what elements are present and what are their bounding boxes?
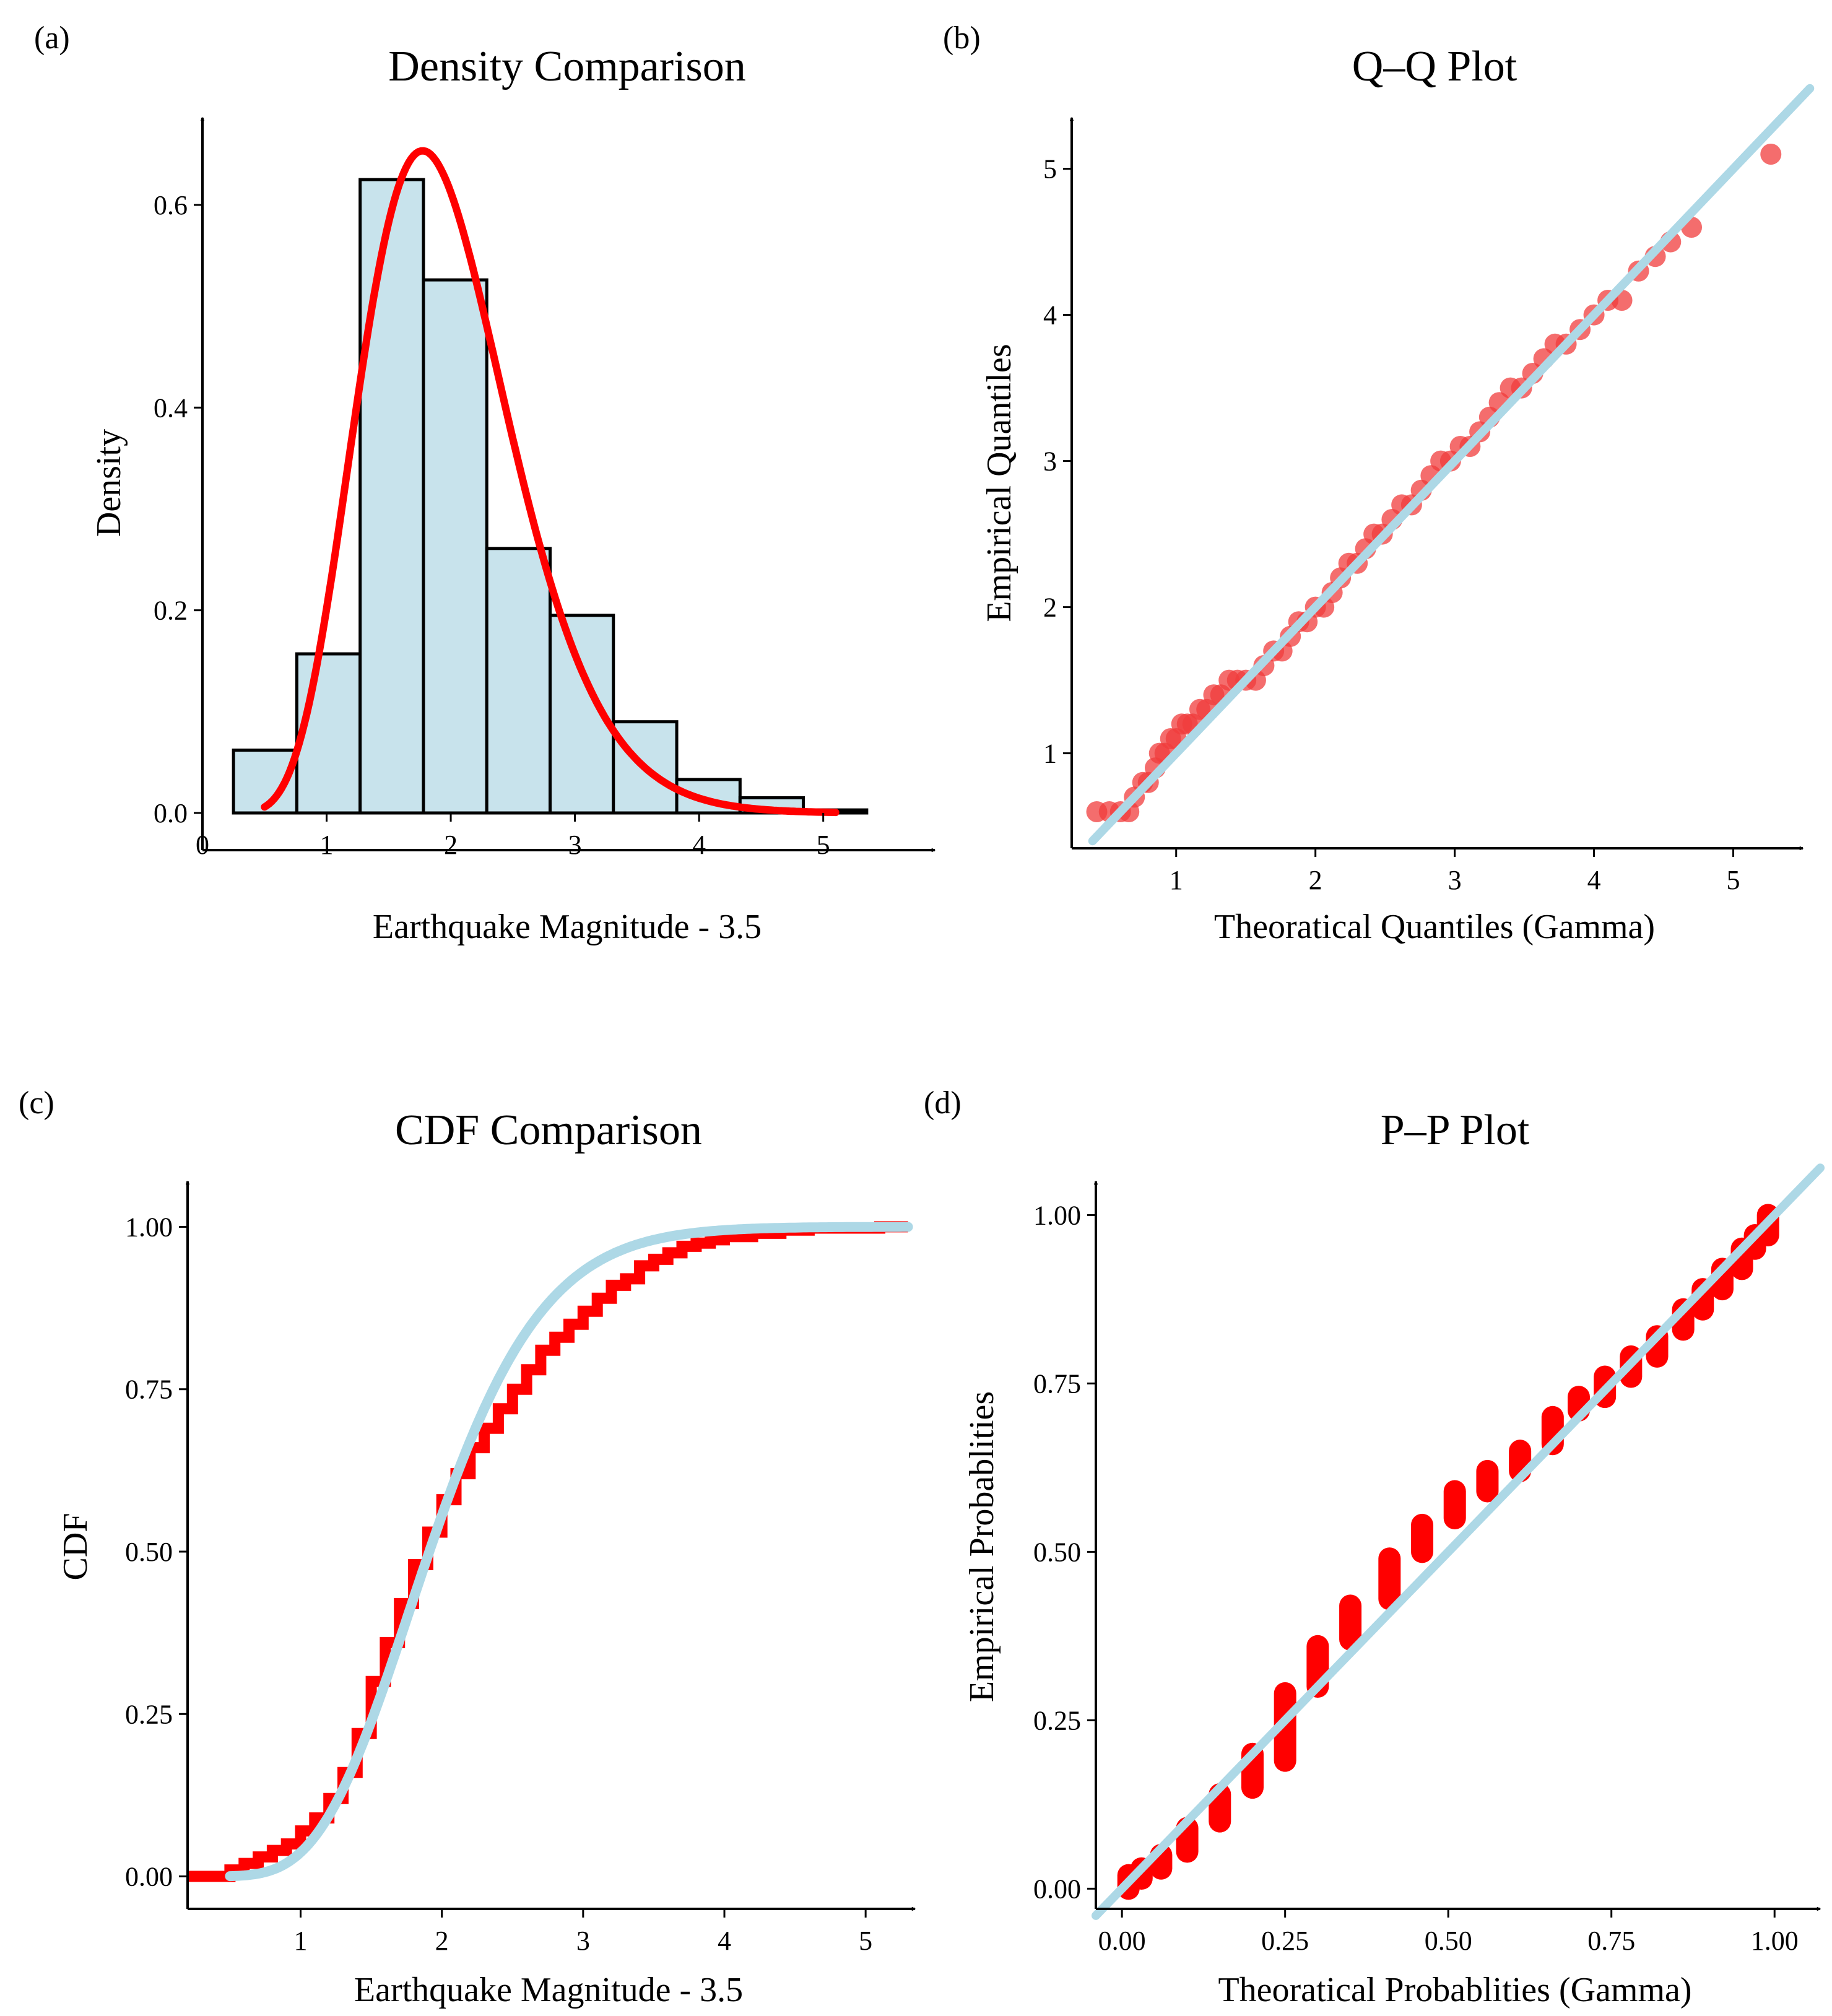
x-tick-label-b: 5	[1727, 865, 1740, 895]
x-tick-label-a: 3	[568, 830, 582, 860]
x-tick-label-b: 1	[1170, 865, 1183, 895]
y-tick-label-c: 0.00	[125, 1862, 173, 1892]
y-tick-label-c: 0.75	[125, 1375, 173, 1405]
panel-label-a: (a)	[34, 20, 70, 56]
x-tick-label-c: 5	[859, 1926, 872, 1956]
y-tick-label-d: 1.00	[1033, 1200, 1081, 1230]
y-tick-label-c: 0.50	[125, 1537, 173, 1567]
panel-c: (c) CDF Comparison Earthquake Magnitude …	[19, 1085, 915, 2009]
panel-label-b: (b)	[943, 20, 981, 56]
x-tick-label-a: 2	[444, 830, 458, 860]
x-tick-label-c: 3	[576, 1926, 590, 1956]
ylabel-c: CDF	[56, 1513, 95, 1581]
y-tick-label-b: 5	[1043, 154, 1057, 185]
x-tick-label-a: 5	[817, 830, 830, 860]
panel-label-d: (d)	[924, 1085, 962, 1121]
title-b: Q–Q Plot	[1352, 43, 1517, 90]
title-a: Density Comparison	[388, 43, 745, 90]
gamma-cdf-curve	[225, 1222, 913, 1882]
x-tick-label-d: 0.75	[1587, 1926, 1635, 1956]
panel-a: (a) Density Comparison Earthquake Magnit…	[34, 20, 935, 946]
y-tick-label-d: 0.25	[1033, 1705, 1081, 1736]
x-tick-label-b: 2	[1309, 865, 1322, 895]
plot-area-b: 1 2 3 4 5 1 2 3 4 5	[1043, 84, 1815, 895]
y-tick-label-d: 0.50	[1033, 1537, 1081, 1567]
plot-area-c: 1 2 3 4 5 0.00 0.25 0.50 0.75 1.00	[125, 1212, 913, 1956]
xlabel-b: Theoratical Quantiles (Gamma)	[1214, 908, 1655, 946]
y-tick-label-a: 0.4	[154, 393, 188, 423]
panel-d: (d) P–P Plot Theoratical Probablities (G…	[924, 1085, 1825, 2009]
xlabel-a: Earthquake Magnitude - 3.5	[373, 908, 762, 946]
ylabel-d: Empirical Probablities	[963, 1391, 1001, 1702]
plot-area-a: 0123450.00.20.40.6	[154, 147, 869, 860]
x-tick-label-d: 1.00	[1751, 1926, 1799, 1956]
xlabel-c: Earthquake Magnitude - 3.5	[354, 1971, 743, 2009]
plot-area-d: 0.00 0.25 0.50 0.75 1.00 0.00 0.25 0.50 0.75 1.00	[1033, 1163, 1825, 1956]
y-tick-label-d: 0.75	[1033, 1368, 1081, 1399]
y-tick-label-a: 0.2	[154, 596, 188, 626]
x-tick-label-a: 4	[692, 830, 706, 860]
x-tick-label-d: 0.50	[1425, 1926, 1472, 1956]
empirical-cdf-step	[188, 1221, 908, 1882]
y-tick-label-d: 0.00	[1033, 1874, 1081, 1904]
x-tick-label-b: 4	[1587, 865, 1601, 895]
x-tick-label-d: 0.00	[1098, 1926, 1146, 1956]
y-tick-label-b: 3	[1043, 446, 1057, 477]
histogram-bar	[485, 547, 552, 815]
histogram-bar	[422, 278, 488, 815]
qq-reference-line	[1088, 84, 1815, 846]
x-tick-label-a: 1	[320, 830, 334, 860]
x-tick-label-c: 1	[294, 1926, 308, 1956]
ylabel-a: Density	[90, 429, 128, 537]
title-d: P–P Plot	[1381, 1106, 1530, 1154]
pp-reference-line	[1092, 1163, 1825, 1920]
y-tick-label-b: 4	[1043, 300, 1057, 331]
x-tick-label-b: 3	[1448, 865, 1462, 895]
y-tick-label-c: 1.00	[125, 1212, 173, 1242]
panel-label-c: (c)	[19, 1085, 54, 1121]
histogram-bar	[295, 652, 362, 815]
y-tick-label-a: 0.0	[154, 798, 188, 828]
histogram-bar	[358, 178, 425, 815]
title-c: CDF Comparison	[395, 1106, 702, 1154]
x-tick-label-c: 4	[718, 1926, 731, 1956]
gamma-density-curve	[261, 147, 840, 817]
y-tick-label-a: 0.6	[154, 190, 188, 220]
y-tick-label-b: 1	[1043, 739, 1057, 769]
panel-b: (b) Q–Q Plot Theoratical Quantiles (Gamm…	[943, 20, 1815, 946]
ylabel-b: Empirical Quantiles	[980, 344, 1018, 622]
xlabel-d: Theoratical Probablities (Gamma)	[1218, 1971, 1691, 2009]
qq-point	[1760, 144, 1782, 165]
y-tick-label-c: 0.25	[125, 1699, 173, 1729]
x-tick-label-c: 2	[435, 1926, 449, 1956]
y-tick-label-b: 2	[1043, 593, 1057, 623]
x-tick-label-d: 0.25	[1261, 1926, 1309, 1956]
